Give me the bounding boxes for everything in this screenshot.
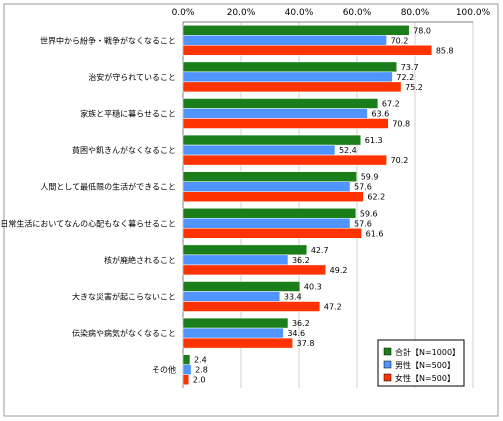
data-label: 57.6	[354, 183, 372, 192]
bar	[182, 264, 326, 276]
bar	[182, 354, 191, 365]
bar	[182, 154, 387, 166]
legend: 合計【N=1000】男性【N=500】女性【N=500】	[377, 339, 465, 387]
category-label: 核が廃絶されること	[104, 255, 176, 265]
legend-label: 女性【N=500】	[395, 373, 455, 383]
bar	[182, 81, 402, 93]
bar	[182, 35, 387, 46]
data-label: 73.7	[401, 63, 419, 72]
x-axis-ticks: 0.0% 20.0% 40.0% 60.0% 80.0% 100.0%	[172, 8, 491, 18]
bar	[182, 144, 336, 156]
category-label: 大きな災害が起こらないこと	[72, 292, 176, 302]
category-label: 伝染病や病気がなくなること	[72, 328, 176, 338]
bar	[182, 254, 289, 266]
x-tick-label: 0.0%	[172, 8, 195, 18]
data-label: 61.6	[366, 229, 384, 238]
bar	[182, 337, 293, 349]
bar	[182, 45, 433, 56]
category-label: 日常生活においてなんの心配もなく暮らせること	[0, 218, 176, 228]
bar	[182, 228, 362, 239]
data-label: 40.3	[304, 283, 322, 292]
x-tick-label: 100.0%	[456, 8, 491, 18]
data-label: 62.2	[367, 193, 385, 202]
bar	[182, 108, 368, 119]
category-label: 家族と平穏に暮らせること	[80, 109, 176, 119]
bar	[182, 327, 284, 339]
bar	[182, 208, 357, 219]
bar	[182, 191, 364, 202]
bar	[182, 118, 389, 129]
category-labels: 世界中から紛争・戦争がなくなること治安が守られていること家族と平穏に暮らせること…	[0, 35, 176, 374]
x-tick-label: 20.0%	[227, 8, 256, 18]
bar	[182, 134, 362, 146]
data-label: 52.4	[339, 146, 357, 155]
data-label: 61.3	[365, 136, 383, 145]
bar	[182, 181, 351, 192]
legend-swatch	[383, 347, 392, 356]
data-label: 36.2	[292, 319, 310, 328]
data-label: 2.4	[194, 356, 207, 365]
data-label: 59.9	[361, 173, 379, 182]
data-label: 85.8	[436, 46, 454, 55]
x-tick-label: 80.0%	[401, 8, 430, 18]
bar	[182, 374, 190, 385]
bar	[182, 98, 379, 109]
data-label: 33.4	[284, 293, 302, 302]
legend-label: 男性【N=500】	[395, 360, 455, 370]
category-label: 治安が守られていること	[88, 72, 176, 82]
category-label: 人間として最低限の生活ができること	[40, 182, 176, 192]
bar	[182, 71, 393, 83]
bar	[182, 25, 410, 36]
bar	[182, 61, 397, 73]
data-label: 36.2	[292, 256, 310, 265]
legend-swatch	[383, 373, 392, 382]
data-label: 70.2	[391, 36, 409, 45]
data-label: 2.8	[195, 366, 208, 375]
bar	[182, 364, 192, 375]
bar	[182, 291, 281, 302]
legend-box	[377, 339, 465, 387]
data-label: 37.8	[297, 339, 315, 348]
data-label: 57.6	[354, 219, 372, 228]
bar	[182, 317, 289, 329]
bar	[182, 281, 301, 292]
x-tick-label: 60.0%	[343, 8, 372, 18]
x-tick-label: 40.0%	[285, 8, 314, 18]
data-label: 75.2	[405, 83, 423, 92]
category-label: その他	[152, 365, 176, 375]
category-label: 世界中から紛争・戦争がなくなること	[40, 35, 176, 45]
bar	[182, 244, 308, 256]
data-label: 70.2	[391, 156, 409, 165]
data-label: 47.2	[324, 303, 342, 312]
data-label: 49.2	[330, 266, 348, 275]
legend-label: 合計【N=1000】	[395, 347, 460, 357]
legend-swatch	[383, 360, 392, 369]
bars: 78.0 70.2 85.8 73.772.275.2 67.263.670.8 61.3…	[182, 25, 454, 385]
data-label: 34.6	[287, 329, 305, 338]
data-label: 63.6	[371, 110, 389, 119]
bar	[182, 218, 351, 229]
data-label: 2.0	[193, 376, 206, 385]
data-label: 72.2	[396, 73, 414, 82]
data-label: 78.0	[413, 26, 431, 35]
data-label: 67.2	[382, 100, 400, 109]
category-label: 貧困や飢きんがなくなること	[72, 145, 176, 155]
data-label: 42.7	[311, 246, 329, 255]
data-label: 59.6	[360, 209, 378, 218]
bar	[182, 301, 321, 312]
bar	[182, 171, 357, 182]
data-label: 70.8	[392, 120, 410, 129]
